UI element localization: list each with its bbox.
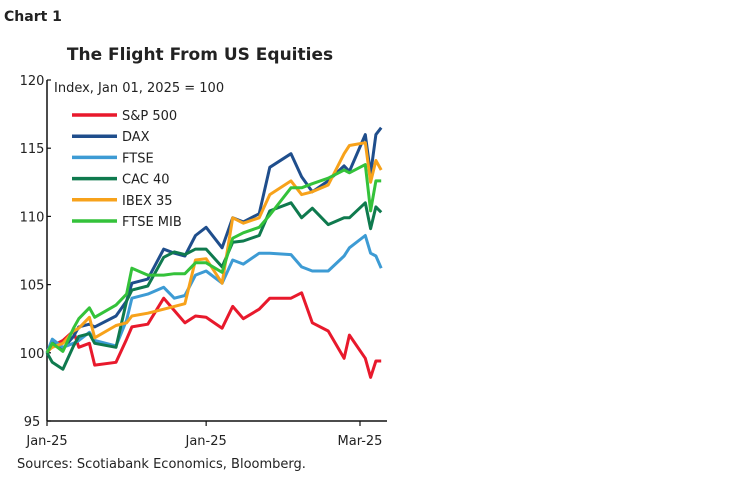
- chart-label: Chart 1: [4, 9, 62, 25]
- y-tick-label: 120: [20, 74, 45, 89]
- source-note: Sources: Scotiabank Economics, Bloomberg…: [17, 457, 306, 472]
- legend-label: DAX: [122, 130, 150, 145]
- series-line-dax: [45, 126, 383, 354]
- series-line-s-p-500: [45, 291, 382, 379]
- legend-label: FTSE: [122, 151, 154, 166]
- legend-item: FTSE: [72, 151, 154, 166]
- y-tick-label: 105: [20, 279, 45, 294]
- series-line-cac-40: [45, 201, 383, 371]
- legend-label: CAC 40: [122, 173, 170, 188]
- legend-item: IBEX 35: [72, 194, 173, 209]
- y-tick-label: 95: [24, 415, 41, 430]
- legend-label: FTSE MIB: [122, 215, 182, 230]
- chart-subtitle: Index, Jan 01, 2025 = 100: [54, 81, 224, 96]
- legend-item: S&P 500: [72, 109, 177, 124]
- series-line-ibex-35: [46, 141, 383, 353]
- y-tick-label: 110: [20, 210, 45, 225]
- series-line-ftse-mib: [45, 163, 382, 354]
- chart-title: The Flight From US Equities: [67, 45, 333, 65]
- legend-item: FTSE MIB: [72, 215, 182, 230]
- x-tick-label: Mar-25: [338, 434, 383, 449]
- x-tick-label: Jan-25: [25, 434, 67, 449]
- x-tick-label: Jan-25: [185, 434, 227, 449]
- legend-item: DAX: [72, 130, 150, 145]
- y-tick-label: 100: [20, 347, 45, 362]
- legend-label: IBEX 35: [122, 194, 173, 209]
- legend-label: S&P 500: [122, 109, 177, 124]
- y-tick-label: 115: [20, 142, 45, 157]
- legend-item: CAC 40: [72, 173, 170, 188]
